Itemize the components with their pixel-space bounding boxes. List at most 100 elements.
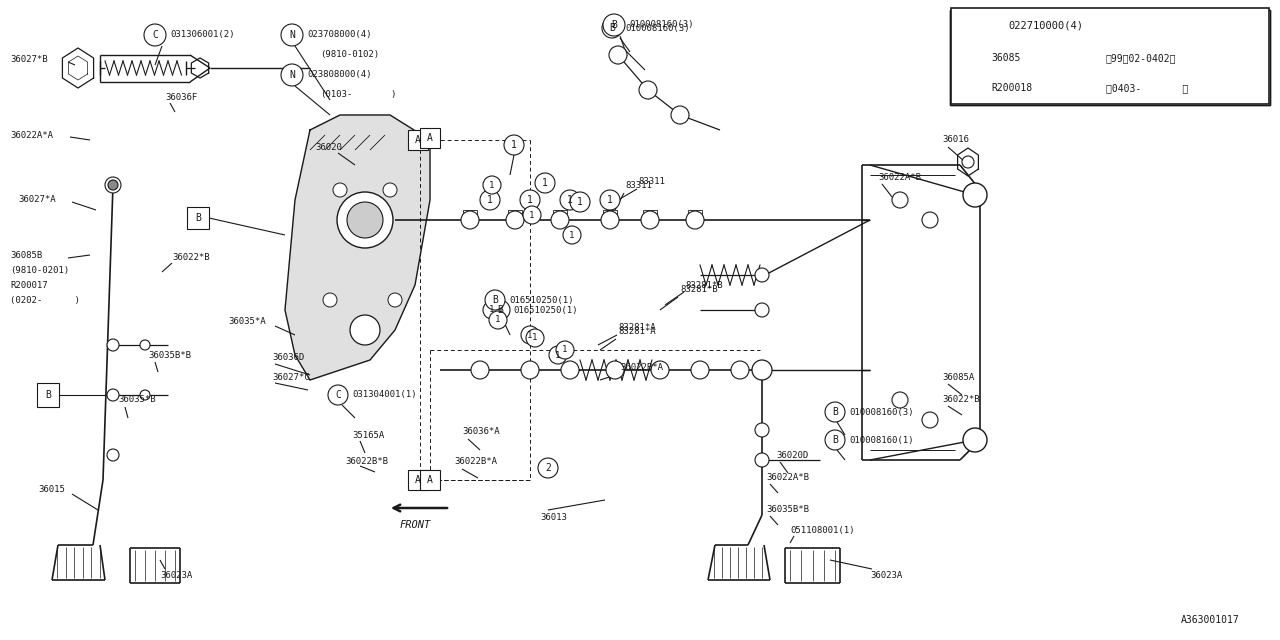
Text: 1: 1	[488, 195, 493, 205]
Circle shape	[485, 290, 506, 310]
Text: 36022B*A: 36022B*A	[620, 364, 663, 372]
Text: 051108001(1): 051108001(1)	[790, 525, 855, 534]
Circle shape	[602, 211, 620, 229]
Circle shape	[526, 329, 544, 347]
Polygon shape	[924, 213, 936, 227]
Circle shape	[333, 183, 347, 197]
Circle shape	[826, 430, 845, 450]
Text: 83281*A: 83281*A	[618, 323, 655, 333]
Text: 83281*B: 83281*B	[685, 280, 723, 289]
Circle shape	[461, 211, 479, 229]
Bar	[408, 470, 428, 490]
Text: 36015: 36015	[38, 486, 65, 495]
Circle shape	[108, 339, 119, 351]
Text: 2: 2	[963, 61, 970, 74]
Text: B: B	[611, 20, 617, 30]
Circle shape	[140, 390, 150, 400]
Circle shape	[561, 190, 580, 210]
Text: N: N	[989, 24, 995, 34]
Polygon shape	[63, 48, 93, 88]
Circle shape	[550, 211, 570, 229]
Text: B: B	[609, 23, 614, 33]
Circle shape	[602, 18, 622, 38]
Bar	[950, 10, 1270, 105]
Bar	[463, 210, 477, 220]
Circle shape	[686, 211, 704, 229]
Text: 1: 1	[965, 21, 972, 31]
Text: 1: 1	[965, 24, 972, 34]
Circle shape	[549, 346, 567, 364]
Text: 36022A*B: 36022A*B	[878, 173, 922, 182]
Polygon shape	[285, 115, 430, 380]
Text: B: B	[832, 435, 838, 445]
Circle shape	[520, 190, 540, 210]
Circle shape	[349, 315, 380, 345]
Text: N: N	[989, 21, 996, 31]
Circle shape	[108, 449, 119, 461]
Text: 〈98〉02-0402〉: 〈98〉02-0402〉	[1100, 58, 1165, 67]
Circle shape	[489, 311, 507, 329]
Circle shape	[731, 361, 749, 379]
Circle shape	[538, 458, 558, 478]
Text: 016510250(1): 016510250(1)	[513, 305, 577, 314]
Text: 36022B*B: 36022B*B	[346, 458, 388, 467]
Text: 36085: 36085	[988, 58, 1018, 68]
Circle shape	[504, 135, 524, 155]
Text: 1: 1	[489, 180, 494, 189]
Circle shape	[922, 212, 938, 228]
Circle shape	[524, 206, 541, 224]
Text: 〈0403-       〉: 〈0403- 〉	[1110, 85, 1192, 95]
Circle shape	[691, 361, 709, 379]
Bar	[951, 8, 1268, 104]
Circle shape	[337, 192, 393, 248]
Text: 1: 1	[530, 211, 535, 220]
Circle shape	[282, 64, 303, 86]
Text: 1: 1	[541, 178, 548, 188]
Text: 1: 1	[567, 195, 573, 205]
Bar	[420, 470, 440, 490]
Circle shape	[383, 183, 397, 197]
Text: 36035*A: 36035*A	[228, 317, 266, 326]
Circle shape	[521, 361, 539, 379]
Circle shape	[570, 192, 590, 212]
Text: 〉99〉02-0402〉: 〉99〉02-0402〉	[1110, 57, 1180, 67]
Text: 36023A: 36023A	[160, 570, 192, 579]
Bar	[643, 210, 657, 220]
Text: (9810-0201): (9810-0201)	[10, 266, 69, 275]
Circle shape	[639, 81, 657, 99]
Circle shape	[347, 202, 383, 238]
Text: 36023A: 36023A	[870, 570, 902, 579]
Text: 1: 1	[495, 316, 500, 324]
Circle shape	[105, 177, 122, 193]
Text: 36036F: 36036F	[165, 93, 197, 102]
Text: 83281*A: 83281*A	[618, 328, 655, 337]
Text: 010008160(3): 010008160(3)	[849, 408, 914, 417]
Circle shape	[982, 19, 1002, 39]
Text: 023808000(4): 023808000(4)	[307, 70, 371, 79]
Circle shape	[535, 173, 556, 193]
Text: N: N	[289, 30, 294, 40]
Circle shape	[108, 180, 118, 190]
Text: B: B	[195, 213, 201, 223]
Circle shape	[521, 326, 539, 344]
Text: N: N	[289, 70, 294, 80]
Circle shape	[561, 361, 579, 379]
Text: 36022A*B: 36022A*B	[765, 474, 809, 483]
Circle shape	[328, 385, 348, 405]
Text: A: A	[415, 135, 421, 145]
Text: 1: 1	[527, 330, 532, 339]
Text: 36085: 36085	[991, 53, 1020, 63]
Circle shape	[471, 361, 489, 379]
Circle shape	[963, 156, 974, 168]
Bar	[420, 128, 440, 148]
Bar	[508, 210, 522, 220]
Circle shape	[963, 183, 987, 207]
Text: 010008160(3): 010008160(3)	[628, 20, 694, 29]
Circle shape	[755, 268, 769, 282]
Circle shape	[826, 402, 845, 422]
Text: 2: 2	[965, 68, 972, 78]
Circle shape	[755, 453, 769, 467]
Text: 36036*A: 36036*A	[462, 428, 499, 436]
Text: C: C	[335, 390, 340, 400]
Text: 1: 1	[556, 351, 561, 360]
